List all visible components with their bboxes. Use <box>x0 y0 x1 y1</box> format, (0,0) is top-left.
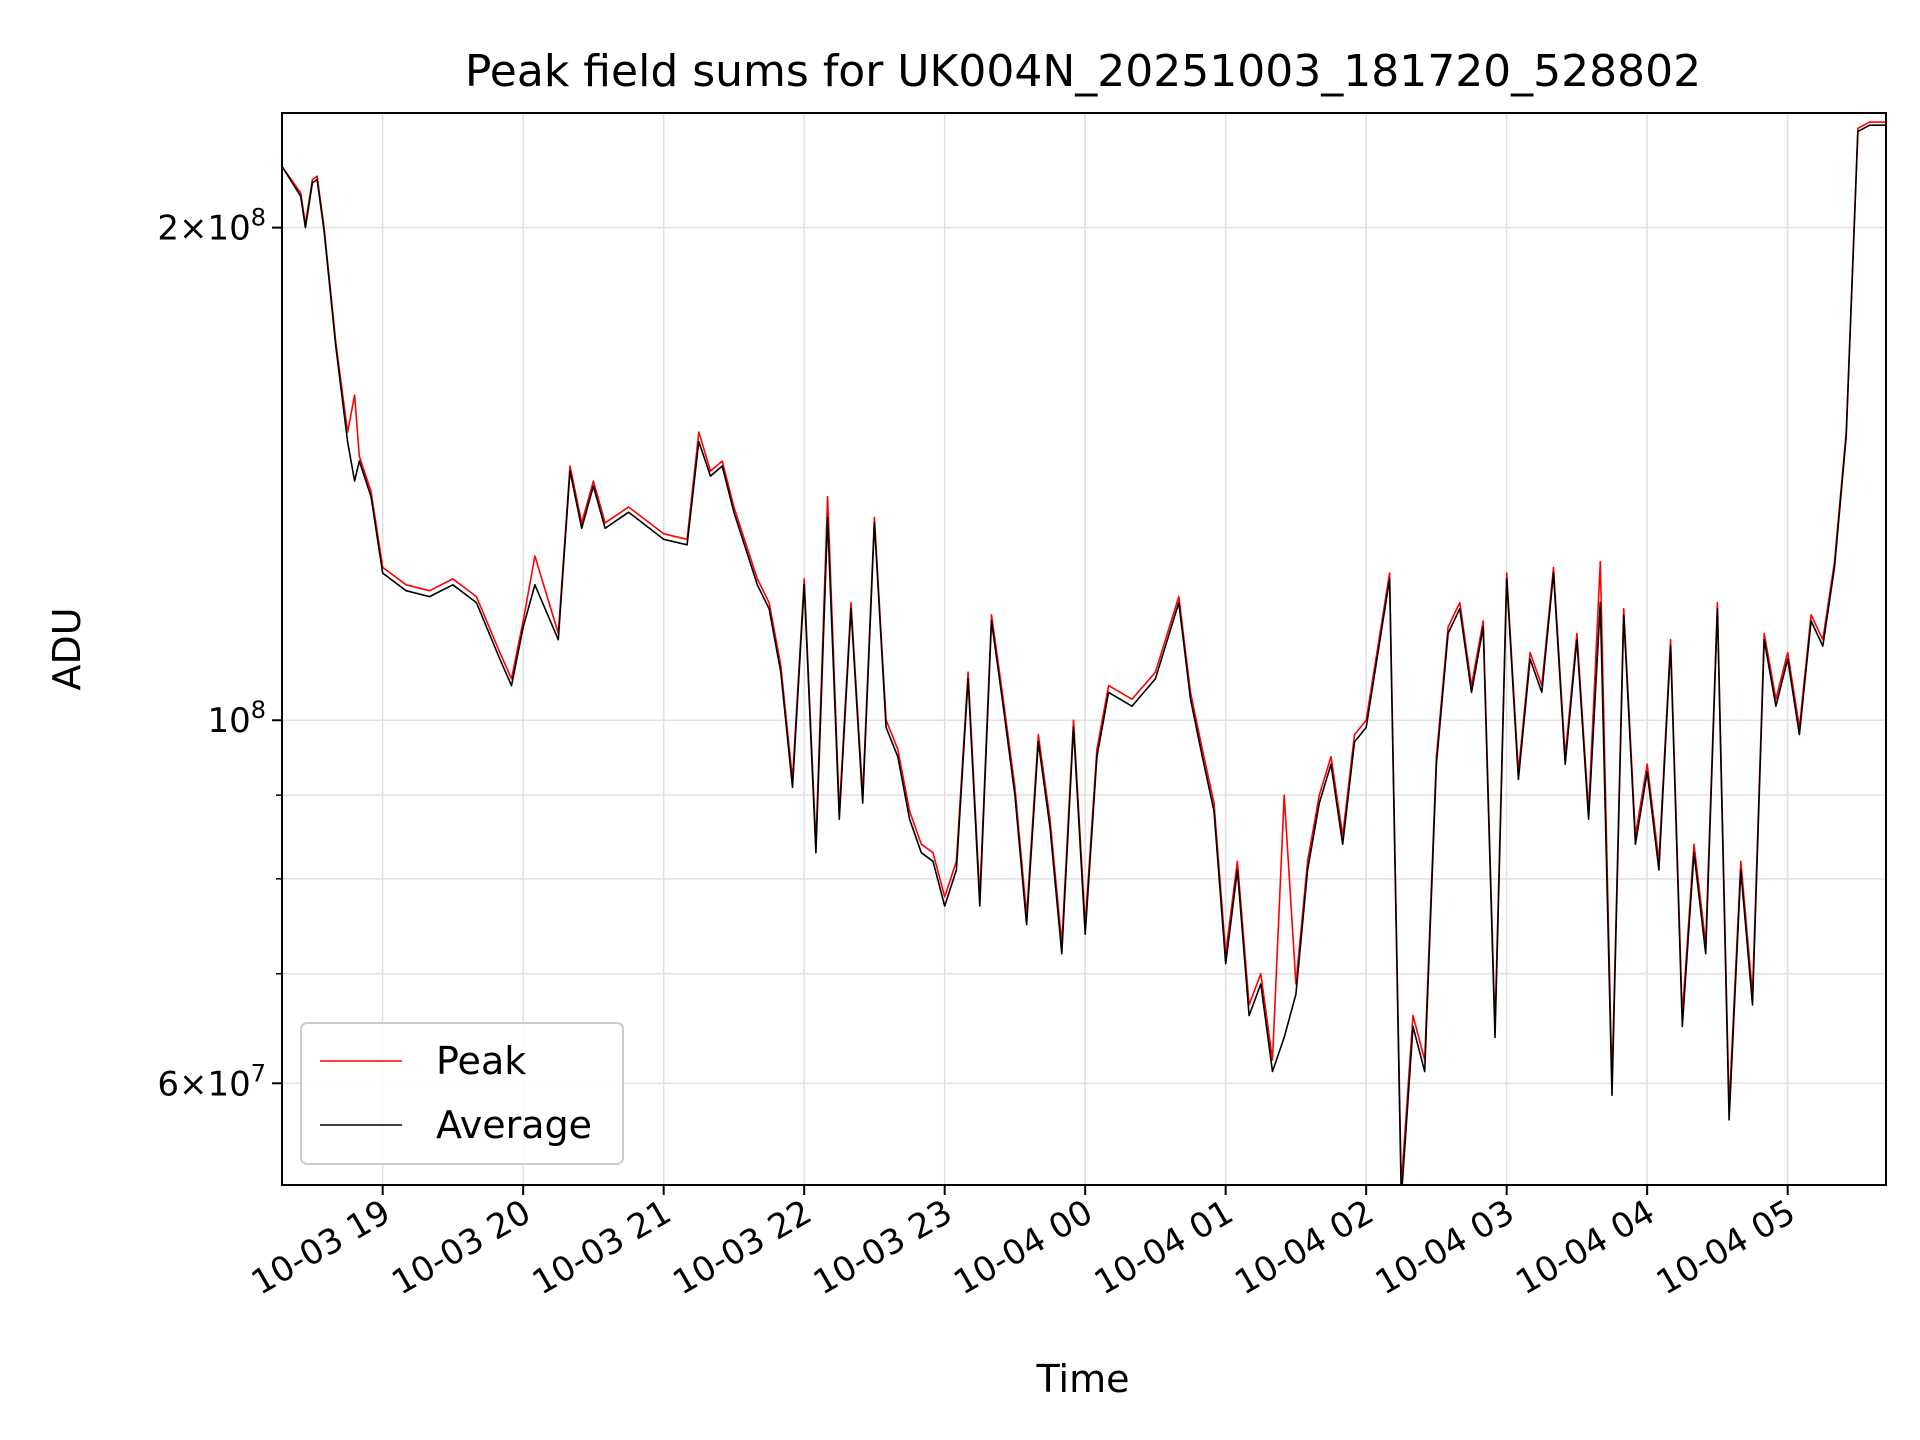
legend-box <box>300 1022 624 1165</box>
legend: Peak Average <box>300 1022 624 1165</box>
plot-area <box>282 121 1886 1185</box>
legend-label-average: Average <box>436 1103 592 1147</box>
series-average-line <box>282 124 1886 1185</box>
y-tick-label: 6×107 <box>157 1059 266 1104</box>
y-tick-label: 2×108 <box>157 204 266 249</box>
y-axis-label: ADU <box>45 607 89 690</box>
chart-title: Peak field sums for UK004N_20251003_1817… <box>465 46 1701 97</box>
legend-label-peak: Peak <box>436 1039 526 1083</box>
y-axis: 2×108 108 6×107 <box>157 204 282 1104</box>
axes-frame <box>281 112 1887 1186</box>
x-axis-label: Time <box>1036 1357 1130 1401</box>
y-tick-label: 108 <box>207 696 266 741</box>
